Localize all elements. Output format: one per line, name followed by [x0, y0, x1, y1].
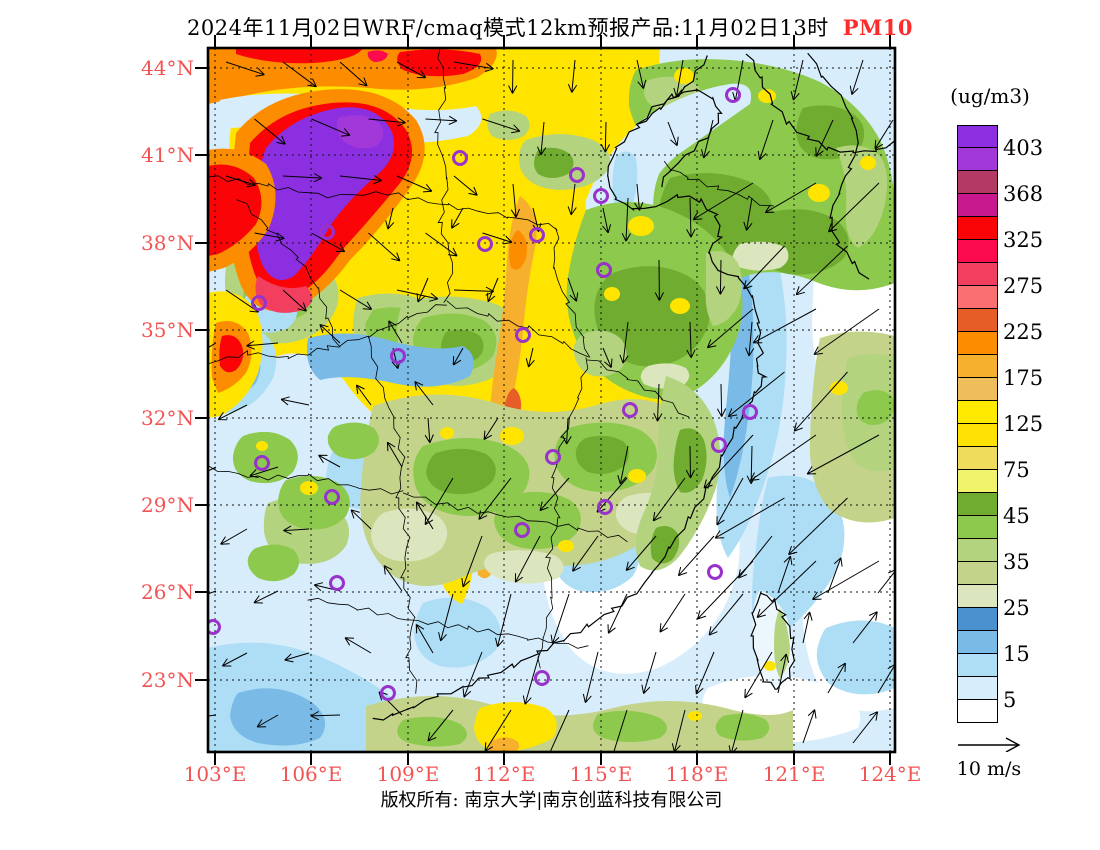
colorbar-tick-label: 45: [1003, 504, 1030, 528]
lat-label: 35°N: [141, 318, 194, 342]
city-marker: [711, 437, 727, 453]
map-frame: [206, 46, 897, 754]
city-marker: [622, 402, 638, 418]
colorbar-cell: [957, 631, 998, 654]
lon-label: 115°E: [569, 762, 633, 786]
axis-ticks: [195, 35, 891, 765]
lat-label: 29°N: [141, 493, 194, 517]
city-marker: [329, 575, 345, 591]
lon-label: 118°E: [665, 762, 729, 786]
city-marker: [742, 404, 758, 420]
lon-label: 109°E: [376, 762, 440, 786]
city-marker: [569, 167, 585, 183]
colorbar-cell: [957, 217, 998, 240]
colorbar-tick-label: 368: [1003, 182, 1044, 206]
lat-label: 26°N: [141, 580, 194, 604]
city-marker: [725, 87, 741, 103]
wind-vectors: [208, 59, 895, 752]
city-marker: [324, 489, 340, 505]
colorbar-cell: [957, 493, 998, 516]
colorbar-tick-label: 75: [1003, 458, 1030, 482]
wind-scale-arrow-icon: [958, 737, 1021, 753]
city-marker: [534, 670, 550, 686]
pollutant-label: PM10: [842, 15, 913, 40]
wind-scale-legend: 10 m/s: [944, 736, 1034, 780]
colorbar-cell: [957, 240, 998, 263]
colorbar-cell: [957, 424, 998, 447]
city-marker: [390, 348, 406, 364]
colorbar-cell: [957, 700, 998, 723]
colorbar: [957, 125, 998, 723]
city-marker: [254, 455, 270, 471]
colorbar-tick-label: 125: [1003, 412, 1044, 436]
lon-label: 124°E: [858, 762, 922, 786]
colorbar-cell: [957, 516, 998, 539]
colorbar-cell: [957, 654, 998, 677]
lat-label: 38°N: [141, 231, 194, 255]
colorbar-tick-label: 15: [1003, 642, 1030, 666]
colorbar-cell: [957, 608, 998, 631]
colorbar-cell: [957, 677, 998, 700]
colorbar-cell: [957, 286, 998, 309]
map-field: [208, 48, 895, 752]
map-canvas: [195, 35, 897, 765]
colorbar-cell: [957, 125, 998, 148]
colorbar-cell: [957, 539, 998, 562]
colorbar-cell: [957, 332, 998, 355]
colorbar-tick-label: 325: [1003, 228, 1044, 252]
colorbar-cell: [957, 309, 998, 332]
page-title: 2024年11月02日WRF/cmaq模式12km预报产品:11月02日13时 P…: [0, 12, 1100, 42]
colorbar-cell: [957, 562, 998, 585]
city-marker: [515, 327, 531, 343]
lon-label: 121°E: [762, 762, 826, 786]
city-markers: [208, 87, 758, 701]
city-marker: [208, 619, 221, 635]
colorbar-cell: [957, 585, 998, 608]
lat-label: 44°N: [141, 56, 194, 80]
colorbar-cell: [957, 148, 998, 171]
city-marker: [319, 224, 335, 240]
colorbar-tick-label: 25: [1003, 596, 1030, 620]
city-marker: [529, 227, 545, 243]
lon-label: 112°E: [472, 762, 536, 786]
colorbar-cell: [957, 470, 998, 493]
city-marker: [251, 295, 267, 311]
wind-scale-label: 10 m/s: [956, 758, 1022, 780]
lat-label: 32°N: [141, 406, 194, 430]
colorbar-cell: [957, 194, 998, 217]
colorbar-tick-label: 35: [1003, 550, 1030, 574]
colorbar-cell: [957, 263, 998, 286]
title-text: 2024年11月02日WRF/cmaq模式12km预报产品:11月02日13时: [187, 16, 829, 40]
colorbar-cell: [957, 171, 998, 194]
colorbar-tick-label: 275: [1003, 274, 1044, 298]
lon-label: 103°E: [183, 762, 247, 786]
city-marker: [707, 564, 723, 580]
lat-label: 23°N: [141, 668, 194, 692]
colorbar-tick-label: 225: [1003, 320, 1044, 344]
colorbar-units: (ug/m3): [950, 84, 1030, 108]
city-marker: [596, 262, 612, 278]
city-marker: [597, 499, 613, 515]
colorbar-cell: [957, 378, 998, 401]
city-marker: [545, 449, 561, 465]
copyright-text: 版权所有: 南京大学|南京创蓝科技有限公司: [380, 790, 723, 811]
colorbar-cell: [957, 447, 998, 470]
pm10-field-map: [195, 35, 897, 765]
city-marker: [452, 150, 468, 166]
city-marker: [593, 188, 609, 204]
colorbar-cell: [957, 355, 998, 378]
colorbar-tick-label: 403: [1003, 136, 1044, 160]
lat-label: 41°N: [141, 143, 194, 167]
city-marker: [380, 685, 396, 701]
colorbar-tick-label: 175: [1003, 366, 1044, 390]
colorbar-tick-label: 5: [1003, 688, 1017, 712]
lon-label: 106°E: [279, 762, 343, 786]
city-marker: [514, 522, 530, 538]
city-marker: [477, 236, 493, 252]
colorbar-cell: [957, 401, 998, 424]
